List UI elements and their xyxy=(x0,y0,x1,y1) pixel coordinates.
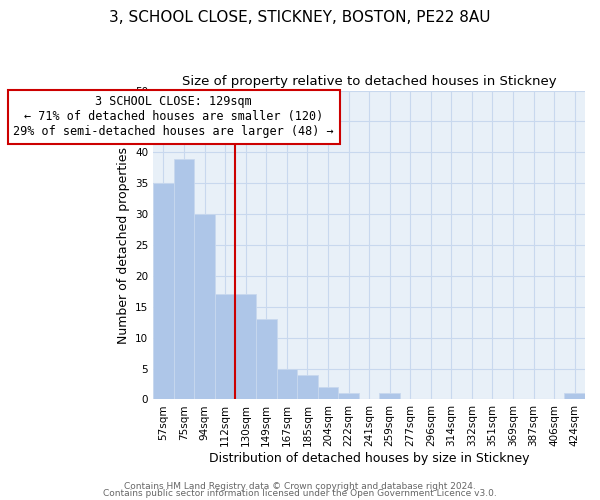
Text: 3, SCHOOL CLOSE, STICKNEY, BOSTON, PE22 8AU: 3, SCHOOL CLOSE, STICKNEY, BOSTON, PE22 … xyxy=(109,10,491,25)
Text: Contains public sector information licensed under the Open Government Licence v3: Contains public sector information licen… xyxy=(103,490,497,498)
Bar xyxy=(215,294,235,400)
Y-axis label: Number of detached properties: Number of detached properties xyxy=(116,146,130,344)
Bar xyxy=(317,387,338,400)
Title: Size of property relative to detached houses in Stickney: Size of property relative to detached ho… xyxy=(182,75,556,88)
X-axis label: Distribution of detached houses by size in Stickney: Distribution of detached houses by size … xyxy=(209,452,529,465)
Bar xyxy=(565,394,585,400)
Bar xyxy=(297,374,317,400)
Bar xyxy=(153,183,174,400)
Bar xyxy=(256,319,277,400)
Bar xyxy=(194,214,215,400)
Bar xyxy=(379,394,400,400)
Bar xyxy=(174,158,194,400)
Bar xyxy=(235,294,256,400)
Bar xyxy=(338,394,359,400)
Bar xyxy=(277,368,297,400)
Text: Contains HM Land Registry data © Crown copyright and database right 2024.: Contains HM Land Registry data © Crown c… xyxy=(124,482,476,491)
Text: 3 SCHOOL CLOSE: 129sqm
← 71% of detached houses are smaller (120)
29% of semi-de: 3 SCHOOL CLOSE: 129sqm ← 71% of detached… xyxy=(13,96,334,138)
